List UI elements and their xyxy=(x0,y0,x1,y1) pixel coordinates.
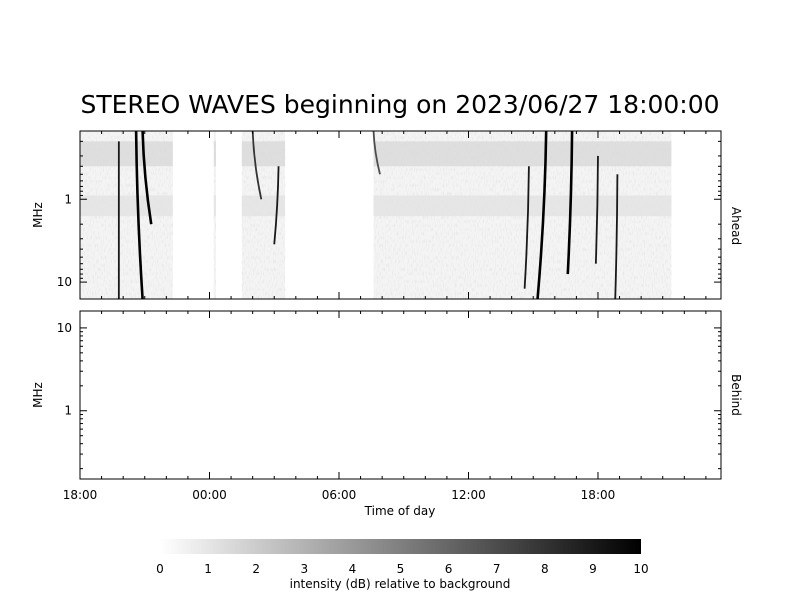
colorbar-tick-label: 4 xyxy=(349,562,357,576)
colorbar-tick-label: 6 xyxy=(445,562,453,576)
radio-burst xyxy=(523,166,530,289)
behind-side-label: Behind xyxy=(729,374,743,416)
ahead-side-label: Ahead xyxy=(729,207,743,245)
data-segment-band xyxy=(213,141,216,167)
colorbar-tick-label: 2 xyxy=(252,562,260,576)
radio-burst xyxy=(273,166,280,245)
behind-frame xyxy=(79,310,722,480)
colorbar-label: intensity (dB) relative to background xyxy=(290,577,511,591)
chart-title: STEREO WAVES beginning on 2023/06/27 18:… xyxy=(80,90,719,119)
data-segment-band xyxy=(241,195,286,217)
colorbar-tick-label: 1 xyxy=(204,562,212,576)
radio-burst xyxy=(594,155,599,264)
colorbar-tick-label: 7 xyxy=(493,562,501,576)
behind-ylabel: MHz xyxy=(31,382,45,408)
data-segment-band xyxy=(373,195,672,217)
colorbar-tick-label: 8 xyxy=(541,562,549,576)
x-tick-label: 18:00 xyxy=(63,488,98,502)
data-segment-band xyxy=(213,195,216,217)
y-tick-label: 10 xyxy=(57,321,72,335)
colorbar-tick-label: 10 xyxy=(633,562,648,576)
colorbar xyxy=(160,539,641,554)
x-tick-label: 00:00 xyxy=(192,488,227,502)
data-segment-band xyxy=(373,141,672,167)
radio-burst xyxy=(566,131,574,275)
x-tick-label: 06:00 xyxy=(322,488,357,502)
data-segment-band xyxy=(80,141,173,167)
ahead-panel: 1 10 xyxy=(57,130,722,300)
colorbar-tick-label: 0 xyxy=(156,562,164,576)
x-tick-label: 12:00 xyxy=(451,488,486,502)
colorbar-tick-label: 5 xyxy=(397,562,405,576)
y-tick-label: 1 xyxy=(64,192,72,206)
ahead-frame xyxy=(79,130,722,300)
x-tick-label: 18:00 xyxy=(581,488,616,502)
radio-burst xyxy=(536,131,548,299)
colorbar-tick-label: 3 xyxy=(300,562,308,576)
radio-burst xyxy=(141,131,153,225)
radio-burst xyxy=(134,131,144,299)
behind-panel: 1 10 xyxy=(57,310,722,480)
radio-burst xyxy=(614,174,619,299)
data-segment-band xyxy=(80,195,173,217)
ahead-ylabel: MHz xyxy=(31,202,45,228)
x-axis-label: Time of day xyxy=(364,504,436,518)
y-tick-label: 1 xyxy=(64,404,72,418)
radio-burst xyxy=(372,131,381,175)
data-segment-band xyxy=(241,141,286,167)
y-tick-label: 10 xyxy=(57,275,72,289)
colorbar-tick-label: 9 xyxy=(589,562,597,576)
radio-burst xyxy=(251,131,263,200)
